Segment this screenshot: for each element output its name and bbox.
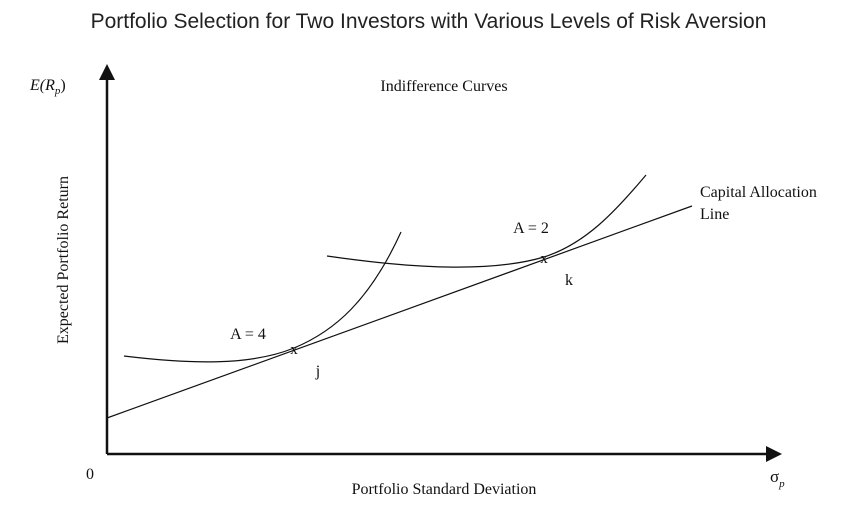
curve-label-a2: A = 2	[513, 220, 549, 237]
point-label-k: k	[565, 272, 573, 289]
cal-label-line2: Line	[700, 206, 729, 223]
indifference-curve-a4	[123, 231, 402, 363]
x-axis-symbol-sub: p	[778, 478, 785, 490]
x-axis-label: Portfolio Standard Deviation	[352, 481, 537, 498]
chart-subtitle: Indifference Curves	[380, 78, 507, 95]
origin-label: 0	[86, 466, 94, 483]
y-axis-label: Expected Portfolio Return	[55, 176, 72, 344]
tangency-marker-j: x	[290, 342, 298, 358]
cal-label-line1: Capital Allocation	[700, 184, 817, 201]
y-axis-arrow	[99, 64, 115, 80]
y-axis-symbol-main: E(R	[29, 77, 55, 94]
x-axis-symbol-main: σ	[770, 467, 779, 486]
x-axis-arrow	[766, 446, 782, 462]
y-axis-symbol-close: )	[60, 77, 65, 94]
y-axis-symbol: E(Rp)	[29, 77, 66, 97]
curve-label-a4: A = 4	[230, 326, 266, 343]
indifference-curve-a2	[326, 174, 647, 268]
y-axis-symbol-sub: p	[54, 85, 61, 97]
capital-allocation-line	[106, 205, 693, 419]
x-axis-symbol: σp	[770, 467, 785, 490]
tangency-marker-k: x	[540, 251, 548, 267]
point-label-j: j	[315, 363, 320, 380]
chart-title: Portfolio Selection for Two Investors wi…	[90, 10, 767, 33]
